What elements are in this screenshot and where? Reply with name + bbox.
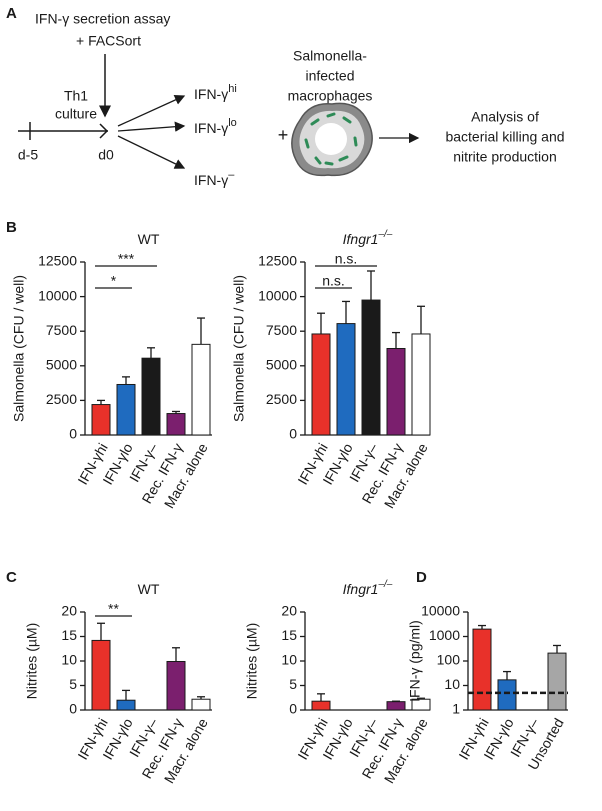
day-label: d0 <box>98 147 114 163</box>
y-axis-label: Salmonella (CFU / well) <box>11 275 27 422</box>
panel-label: C <box>6 569 17 586</box>
panel-label: A <box>6 5 17 22</box>
bar <box>141 357 161 436</box>
analysis-text: Analysis of <box>471 109 539 125</box>
y-tick-label: 5000 <box>266 357 297 373</box>
day-label: d-5 <box>18 147 38 163</box>
panel-label: B <box>6 219 17 236</box>
analysis-text: nitrite production <box>453 149 557 165</box>
y-axis-label: Nitrites (µM) <box>244 623 260 700</box>
analysis-text: bacterial killing and <box>445 129 564 145</box>
y-tick-label: 0 <box>69 426 77 442</box>
title-text: Ifngr1 <box>343 231 379 247</box>
y-tick-label: 2500 <box>46 391 77 407</box>
y-tick-label: 100 <box>437 652 461 668</box>
y-tick-label: 7500 <box>266 322 297 338</box>
y-tick-label: 12500 <box>38 253 77 269</box>
y-tick-label: 5000 <box>46 357 77 373</box>
y-axis-label: Nitrites (µM) <box>24 623 40 700</box>
y-tick-label: 0 <box>69 701 77 717</box>
significance-label: n.s. <box>335 251 358 267</box>
bar <box>547 652 567 711</box>
y-axis-label: Salmonella (CFU / well) <box>231 275 247 422</box>
arrow <box>117 135 186 169</box>
chart: B WT Salmonella (CFU / well) 0 2500 5000 7500 1… <box>6 219 212 511</box>
significance-label: ** <box>108 601 119 617</box>
bar <box>497 679 517 711</box>
bar <box>386 348 406 436</box>
y-tick-label: 20 <box>61 603 77 619</box>
chart: Ifngr1–/–Nitrites (µM)05101520IFN-γhiIFN… <box>244 579 431 786</box>
chart-title: Ifngr1–/– <box>343 579 393 597</box>
bar <box>91 404 111 436</box>
y-tick-label: 10000 <box>38 287 77 303</box>
title-text: WT <box>138 231 160 247</box>
y-tick-label: 0 <box>289 426 297 442</box>
y-tick-label: 10 <box>444 676 460 692</box>
chart-title: WT <box>138 231 160 247</box>
culture-text: Th1 <box>64 88 88 104</box>
bar <box>336 323 356 436</box>
chart-title: Ifngr1–/– <box>343 229 393 247</box>
plus: + <box>278 125 289 145</box>
bar <box>166 413 186 436</box>
y-tick-label: 1000 <box>429 627 460 643</box>
macrophage-text: macrophages <box>288 88 373 104</box>
y-tick-label: 1 <box>452 701 460 717</box>
assay-text: + FACSort <box>76 33 141 49</box>
significance-label: n.s. <box>322 273 345 289</box>
bar <box>386 701 406 711</box>
assay-text: IFN-γ secretion assay <box>35 11 170 27</box>
y-tick-label: 5 <box>289 676 297 692</box>
macrophage-text: infected <box>305 68 354 84</box>
bar <box>191 343 211 436</box>
title-text: Ifngr1 <box>343 581 379 597</box>
y-tick-label: 10000 <box>258 287 297 303</box>
chart: Ifngr1–/– Salmonella (CFU / well) 0 2500 500… <box>231 229 431 511</box>
timeline-tick <box>99 123 109 139</box>
bar <box>116 383 136 436</box>
output-label: IFN-γlo <box>194 117 237 136</box>
y-tick-label: 10000 <box>421 603 460 619</box>
y-tick-label: 5 <box>69 676 77 692</box>
title-sup: –/– <box>377 579 392 590</box>
y-tick-label: 15 <box>61 627 77 643</box>
y-tick-label: 15 <box>281 627 297 643</box>
bar <box>311 700 331 711</box>
output-label: IFN-γ– <box>194 169 235 188</box>
bar <box>361 299 381 436</box>
chart-title: WT <box>138 581 160 597</box>
y-axis-label: IFN-γ (pg/ml) <box>407 620 423 702</box>
bar <box>191 698 211 711</box>
y-tick-label: 7500 <box>46 322 77 338</box>
y-tick-label: 12500 <box>258 253 297 269</box>
y-tick-label: 10 <box>61 652 77 668</box>
bar <box>311 333 331 436</box>
y-tick-label: 0 <box>289 701 297 717</box>
arrow <box>117 95 186 127</box>
culture-text: culture <box>55 106 97 122</box>
macrophage-text: Salmonella- <box>293 48 367 64</box>
bar <box>91 639 111 711</box>
significance-label: * <box>111 273 117 289</box>
title-text: WT <box>138 581 160 597</box>
bar <box>116 699 136 711</box>
y-tick-label: 20 <box>281 603 297 619</box>
y-tick-label: 2500 <box>266 391 297 407</box>
bar <box>166 660 186 711</box>
bar <box>472 628 492 711</box>
significance-label: *** <box>118 251 135 267</box>
macrophage-icon <box>291 102 373 177</box>
arrow <box>117 121 186 132</box>
title-sup: –/– <box>377 229 392 240</box>
bar <box>411 333 431 436</box>
y-tick-label: 10 <box>281 652 297 668</box>
output-label: IFN-γhi <box>194 83 237 102</box>
panel-label: D <box>416 569 427 586</box>
panel-a: A IFN-γ secretion assay + FACSort Th1 cu… <box>6 5 565 188</box>
